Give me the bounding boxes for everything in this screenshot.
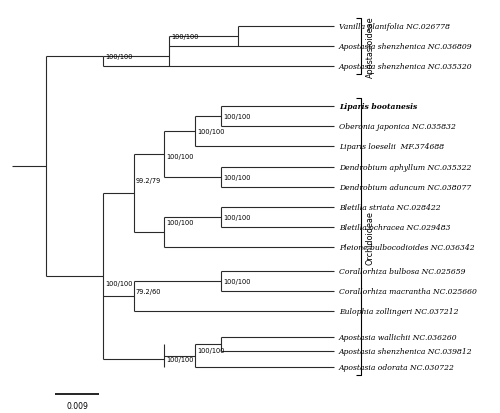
Text: Apostasia shenzhenica NC.039812: Apostasia shenzhenica NC.039812 (339, 347, 472, 356)
Text: Apostasia shenzhenica NC.035320: Apostasia shenzhenica NC.035320 (339, 63, 472, 71)
Text: Corallorhiza macrantha NC.025660: Corallorhiza macrantha NC.025660 (339, 287, 476, 295)
Text: Liparis bootanesis: Liparis bootanesis (339, 103, 417, 111)
Text: Vanilla planifolia NC.026778: Vanilla planifolia NC.026778 (339, 23, 450, 31)
Text: Apostasia odorata NC.030722: Apostasia odorata NC.030722 (339, 363, 454, 372)
Text: Eulophia zollingeri NC.037212: Eulophia zollingeri NC.037212 (339, 307, 458, 316)
Text: 79.2/60: 79.2/60 (136, 288, 162, 294)
Text: Dendrobium aphyllum NC.035322: Dendrobium aphyllum NC.035322 (339, 163, 471, 171)
Text: 100/100: 100/100 (197, 347, 224, 354)
Text: 100/100: 100/100 (106, 54, 133, 60)
Text: Liparis loeselii  MF.374688: Liparis loeselii MF.374688 (339, 143, 444, 151)
Text: Orchidoideae: Orchidoideae (366, 210, 375, 264)
Text: Dendrobium aduncum NC.038077: Dendrobium aduncum NC.038077 (339, 183, 471, 191)
Text: 100/100: 100/100 (197, 129, 224, 135)
Text: 100/100: 100/100 (166, 219, 194, 225)
Text: Apostasia wallichii NC.036260: Apostasia wallichii NC.036260 (339, 334, 458, 342)
Text: 100/100: 100/100 (223, 174, 250, 180)
Text: Bletilla ochracea NC.029483: Bletilla ochracea NC.029483 (339, 223, 450, 231)
Text: 100/100: 100/100 (166, 154, 194, 160)
Text: 99.2/79: 99.2/79 (136, 177, 161, 183)
Text: Corallorhiza bulbosa NC.025659: Corallorhiza bulbosa NC.025659 (339, 267, 466, 275)
Text: Pleione bulbocodioides NC.036342: Pleione bulbocodioides NC.036342 (339, 243, 474, 251)
Text: 100/100: 100/100 (166, 356, 194, 363)
Text: Oberonia japonica NC.035832: Oberonia japonica NC.035832 (339, 123, 456, 131)
Text: 0.009: 0.009 (66, 401, 88, 410)
Text: 100/100: 100/100 (223, 278, 250, 285)
Text: 100/100: 100/100 (171, 34, 198, 40)
Text: Apostasia shenzhenica NC.036809: Apostasia shenzhenica NC.036809 (339, 43, 472, 51)
Text: Bletilla striata NC.028422: Bletilla striata NC.028422 (339, 203, 440, 211)
Text: Apostasioideae: Apostasioideae (366, 16, 375, 78)
Text: 100/100: 100/100 (223, 114, 250, 120)
Text: 100/100: 100/100 (106, 280, 133, 286)
Text: 100/100: 100/100 (223, 214, 250, 220)
